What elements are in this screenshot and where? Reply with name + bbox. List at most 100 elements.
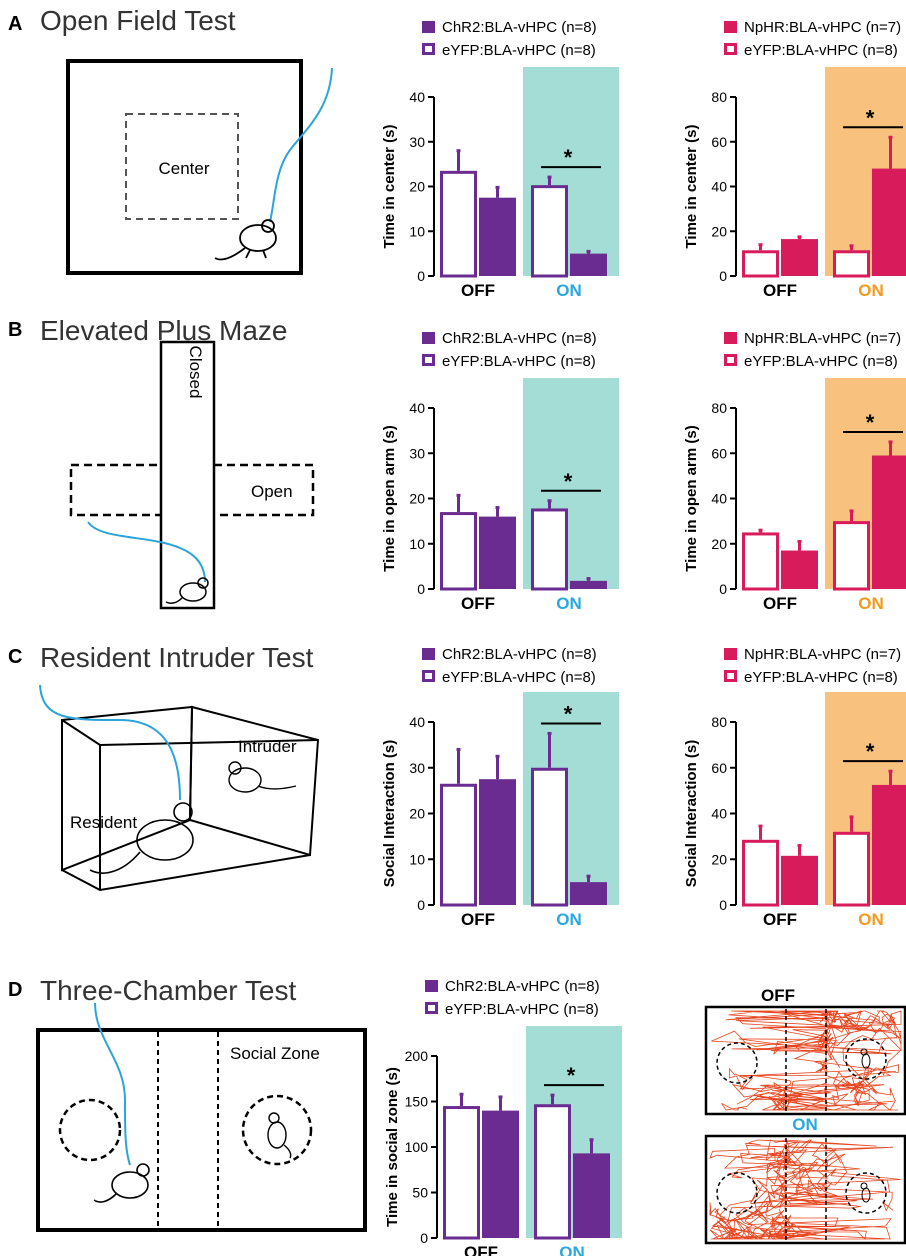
legend-swatch-open bbox=[422, 43, 435, 55]
y-tick-label: 40 bbox=[711, 179, 727, 195]
mouse-icon bbox=[89, 802, 194, 874]
bar-on-open bbox=[833, 521, 870, 591]
legend-swatch-filled bbox=[422, 332, 435, 344]
social-zone-label: Social Zone bbox=[230, 1044, 320, 1063]
y-tick-label: 80 bbox=[711, 89, 727, 105]
bar-on-filled bbox=[573, 1153, 610, 1238]
y-tick-label: 20 bbox=[409, 491, 425, 507]
significance-star: * bbox=[866, 105, 875, 130]
mouse-icon bbox=[165, 577, 209, 604]
y-axis-title: Time in social zone (s) bbox=[384, 1067, 401, 1227]
chart-a-nphr: NpHR:BLA-vHPC (n=7) eYFP:BLA-vHPC (n=8) 0 2… bbox=[683, 19, 906, 300]
legend-swatch-filled bbox=[724, 21, 737, 33]
category-label-off: OFF bbox=[464, 1243, 498, 1256]
category-label-on: ON bbox=[858, 281, 884, 300]
chart-c-chr2: ChR2:BLA-vHPC (n=8) eYFP:BLA-vHPC (n=8) 0 1… bbox=[381, 646, 619, 929]
category-label-on: ON bbox=[556, 281, 582, 300]
trace-path bbox=[711, 1010, 902, 1111]
legend-swatch-filled bbox=[422, 648, 435, 660]
bar-off-filled bbox=[479, 516, 516, 589]
y-tick-label: 100 bbox=[405, 1139, 429, 1155]
bar-off-open bbox=[440, 783, 477, 907]
y-tick-label: 150 bbox=[405, 1094, 429, 1110]
bar-on-filled bbox=[872, 784, 906, 905]
significance-star: * bbox=[564, 469, 573, 494]
category-label-off: OFF bbox=[461, 910, 495, 929]
y-tick-label: 50 bbox=[412, 1185, 428, 1201]
legend-swatch-open bbox=[724, 43, 737, 55]
mouse-icon bbox=[267, 1112, 292, 1159]
mouse-icon bbox=[214, 219, 277, 261]
y-axis-title: Social Interaction (s) bbox=[381, 740, 398, 888]
y-tick-label: 40 bbox=[409, 714, 425, 730]
y-tick-label: 30 bbox=[409, 760, 425, 776]
bar-off-open bbox=[443, 1106, 480, 1240]
significance-star: * bbox=[564, 701, 573, 726]
bar-on-open bbox=[833, 250, 870, 278]
y-tick-label: 0 bbox=[417, 268, 425, 284]
y-tick-label: 40 bbox=[711, 491, 727, 507]
resident-label: Resident bbox=[70, 813, 137, 832]
y-tick-label: 60 bbox=[711, 134, 727, 150]
legend-swatch-filled bbox=[724, 332, 737, 344]
significance-star: * bbox=[567, 1063, 576, 1088]
chart-a-chr2: ChR2:BLA-vHPC (n=8) eYFP:BLA-vHPC (n=8) 0 1… bbox=[381, 19, 619, 300]
bar-off-filled bbox=[781, 855, 818, 905]
bar-off-filled bbox=[479, 197, 516, 276]
legend-swatch-open bbox=[724, 354, 737, 366]
y-axis-title: Social Interaction (s) bbox=[683, 740, 700, 888]
legend-open-label: eYFP:BLA-vHPC (n=8) bbox=[744, 669, 898, 686]
trace-lines bbox=[709, 1010, 902, 1241]
legend-filled-label: ChR2:BLA-vHPC (n=8) bbox=[442, 19, 597, 36]
legend-swatch-filled bbox=[724, 648, 737, 660]
plus-maze-apparatus: Closed Open bbox=[69, 340, 315, 610]
panel-title-c: Resident Intruder Test bbox=[40, 642, 314, 673]
chart-c-nphr: NpHR:BLA-vHPC (n=7) eYFP:BLA-vHPC (n=8) 0 2… bbox=[683, 646, 906, 929]
y-tick-label: 20 bbox=[711, 223, 727, 239]
bar-on-open bbox=[531, 767, 568, 907]
y-axis-title: Time in open arm (s) bbox=[381, 425, 398, 571]
y-tick-label: 0 bbox=[417, 897, 425, 913]
legend-filled-label: ChR2:BLA-vHPC (n=8) bbox=[445, 978, 600, 995]
legend-open-label: eYFP:BLA-vHPC (n=8) bbox=[442, 669, 596, 686]
bar-on-open bbox=[534, 1104, 571, 1240]
legend-filled-label: NpHR:BLA-vHPC (n=7) bbox=[744, 646, 901, 663]
significance-star: * bbox=[866, 739, 875, 764]
bar-on-filled bbox=[872, 455, 906, 589]
track-on-label: ON bbox=[792, 1115, 818, 1134]
legend-filled-label: ChR2:BLA-vHPC (n=8) bbox=[442, 330, 597, 347]
open-field-apparatus: Center bbox=[66, 59, 333, 275]
y-tick-label: 20 bbox=[409, 806, 425, 822]
bar-off-open bbox=[742, 839, 779, 907]
bar-off-filled bbox=[482, 1110, 519, 1238]
y-axis-title: Time in center (s) bbox=[381, 125, 398, 249]
y-tick-label: 20 bbox=[711, 851, 727, 867]
bar-on-open bbox=[833, 831, 870, 907]
legend-swatch-open bbox=[422, 670, 435, 682]
legend-swatch-filled bbox=[425, 980, 438, 992]
category-label-off: OFF bbox=[763, 910, 797, 929]
category-label-off: OFF bbox=[763, 594, 797, 613]
y-tick-label: 20 bbox=[409, 179, 425, 195]
legend-filled-label: NpHR:BLA-vHPC (n=7) bbox=[744, 19, 901, 36]
y-tick-label: 10 bbox=[409, 851, 425, 867]
legend-filled-label: ChR2:BLA-vHPC (n=8) bbox=[442, 646, 597, 663]
y-tick-label: 20 bbox=[711, 536, 727, 552]
bar-off-open bbox=[742, 250, 779, 278]
panel-letter-c: C bbox=[8, 646, 22, 668]
category-label-off: OFF bbox=[763, 281, 797, 300]
y-tick-label: 0 bbox=[417, 581, 425, 597]
category-label-off: OFF bbox=[461, 594, 495, 613]
panel-title-a: Open Field Test bbox=[40, 5, 236, 36]
y-tick-label: 80 bbox=[711, 400, 727, 416]
legend-open-label: eYFP:BLA-vHPC (n=8) bbox=[744, 42, 898, 59]
bar-on-open bbox=[531, 185, 568, 278]
category-label-on: ON bbox=[556, 910, 582, 929]
bar-off-filled bbox=[479, 779, 516, 905]
panel-title-d: Three-Chamber Test bbox=[40, 975, 296, 1006]
y-tick-label: 60 bbox=[711, 760, 727, 776]
category-label-on: ON bbox=[858, 594, 884, 613]
trace-path bbox=[709, 1139, 901, 1241]
closed-arm-label: Closed bbox=[186, 346, 205, 399]
significance-star: * bbox=[564, 145, 573, 170]
